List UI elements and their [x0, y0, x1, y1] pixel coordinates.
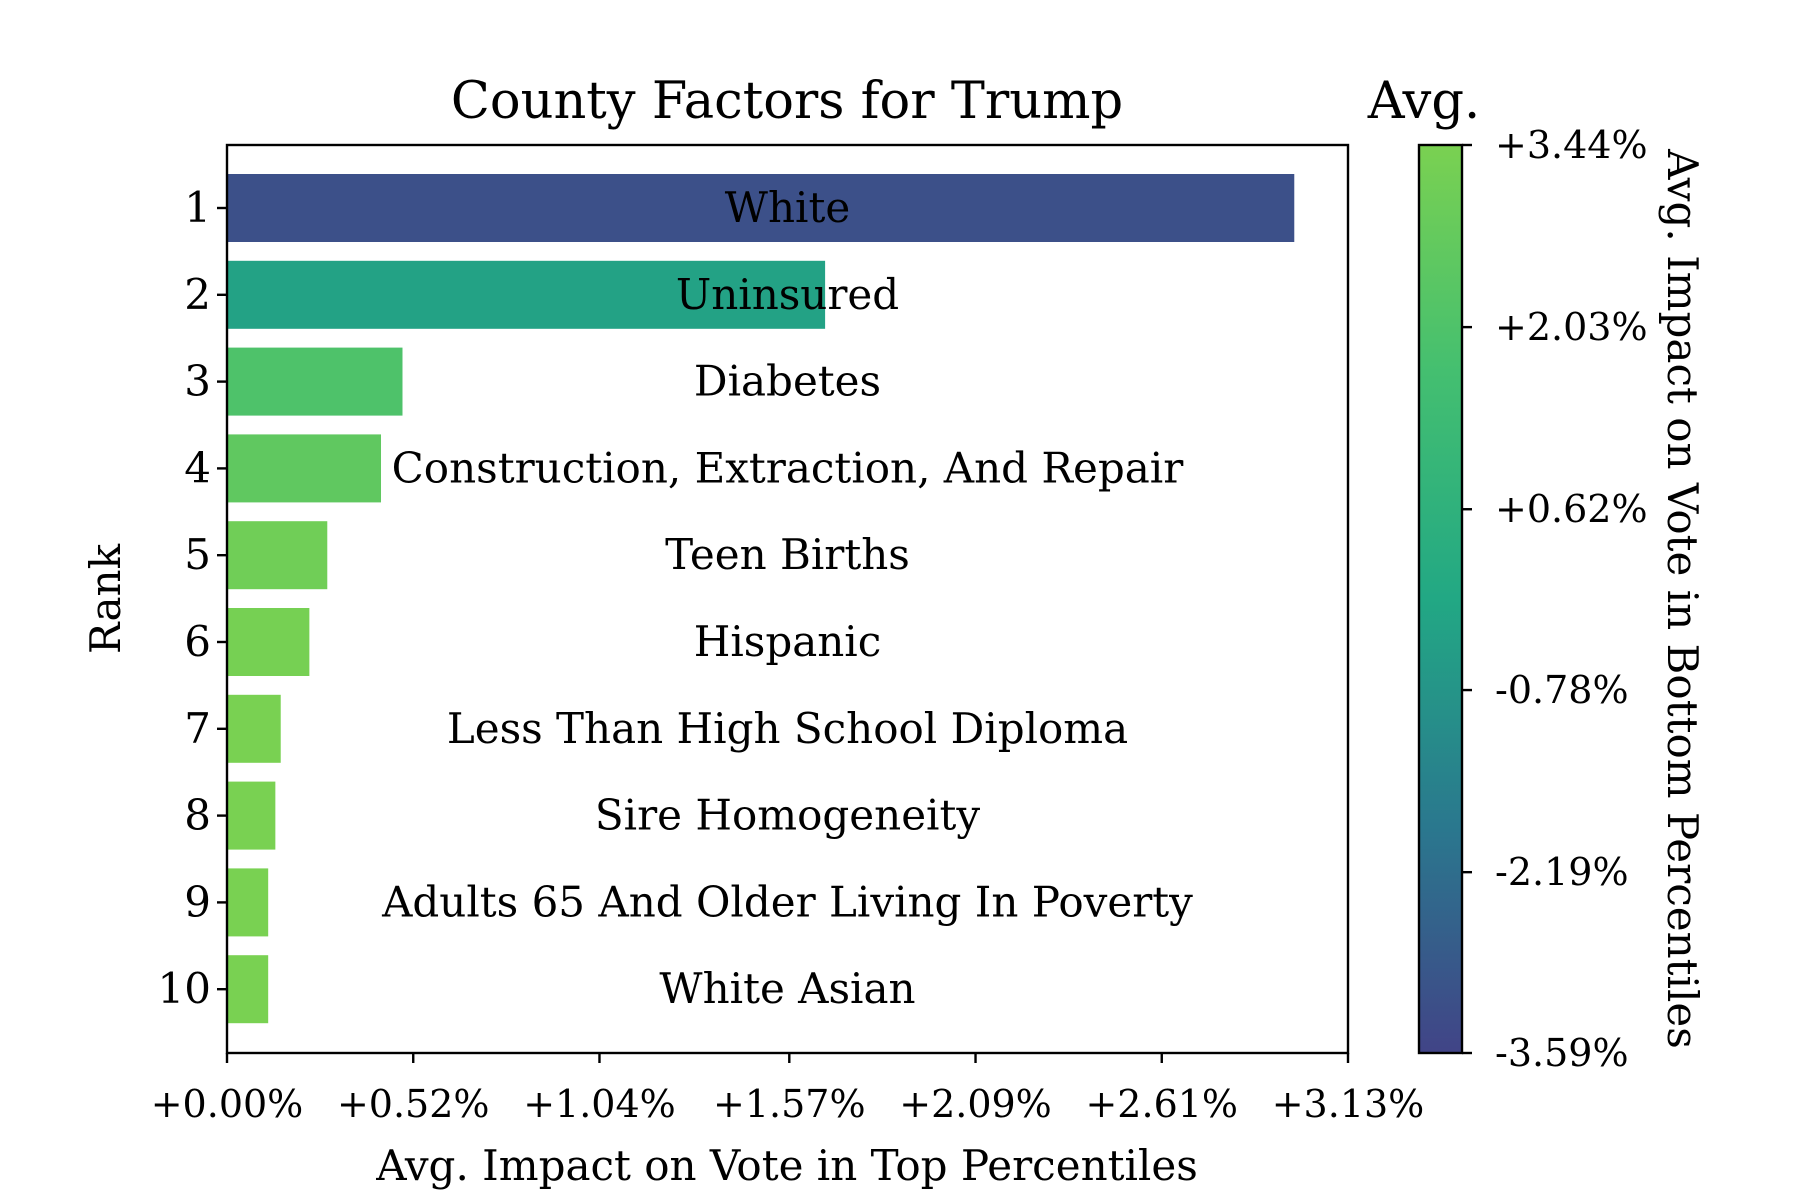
bar-4 [227, 434, 382, 503]
bar-2 [227, 260, 826, 329]
bar-label-4: Construction, Extraction, And Repair [392, 443, 1185, 492]
chart-title: County Factors for Trump [451, 72, 1123, 131]
y-tick-label-2: 2 [184, 270, 211, 319]
x-tick-label-4: +2.09% [899, 1082, 1052, 1126]
bar-5 [227, 521, 328, 590]
bar-label-10: White Asian [659, 964, 915, 1013]
bar-label-7: Less Than High School Diploma [447, 704, 1128, 753]
y-tick-group: 1 2 3 4 5 6 7 8 9 10 [158, 183, 227, 1013]
bar-8 [227, 781, 276, 850]
plot-frame [225, 143, 1350, 1055]
bar-7 [227, 694, 281, 763]
bar-label-9: Adults 65 And Older Living In Poverty [381, 877, 1193, 926]
x-axis-label: Avg. Impact on Vote in Top Percentiles [375, 1141, 1198, 1190]
y-tick-label-4: 4 [184, 443, 211, 492]
bar-label-2: Uninsured [676, 270, 899, 319]
y-tick-label-7: 7 [184, 704, 211, 753]
bar-label-6: Hispanic [694, 617, 882, 666]
bar-group [227, 174, 1295, 1024]
x-tick-label-6: +3.13% [1272, 1082, 1425, 1126]
y-tick-label-9: 9 [184, 877, 211, 926]
bar-6 [227, 608, 310, 676]
y-tick-label-1: 1 [184, 183, 211, 232]
y-tick-label-10: 10 [158, 964, 211, 1013]
bar-1 [227, 174, 1295, 242]
x-tick-label-2: +1.04% [523, 1082, 676, 1126]
y-tick-label-5: 5 [184, 530, 211, 579]
x-tick-label-0: +0.00% [151, 1082, 304, 1126]
colorbar-tick-label-3: -0.78% [1495, 668, 1629, 712]
colorbar-tick-label-5: -3.59% [1495, 1031, 1629, 1075]
bar-label-group: White Uninsured Diabetes Construction, Extr… [381, 183, 1193, 1013]
y-tick-label-3: 3 [184, 357, 211, 406]
x-tick-group: +0.00% +0.52% +1.04% +1.57% +2.09% +2.61% +3.1… [151, 1053, 1425, 1126]
bar-3 [227, 347, 403, 416]
bar-label-1: White [725, 183, 850, 232]
x-tick-label-3: +1.57% [713, 1082, 866, 1126]
bar-9 [227, 868, 269, 937]
colorbar-title: Avg. [1367, 72, 1480, 131]
colorbar-tick-label-2: +0.62% [1495, 487, 1648, 531]
colorbar-tick-label-1: +2.03% [1495, 305, 1648, 349]
colorbar-label: Avg. Impact on Vote in Bottom Percentile… [1658, 148, 1707, 1049]
colorbar-tick-group: +3.44% +2.03% +0.62% -0.78% -2.19% -3.59% [1462, 123, 1648, 1075]
bar-label-8: Sire Homogeneity [595, 791, 980, 840]
x-tick-label-5: +2.61% [1085, 1082, 1238, 1126]
bar-label-3: Diabetes [694, 357, 881, 406]
bar-10 [227, 955, 269, 1024]
bar-label-5: Teen Births [665, 530, 910, 579]
colorbar-tick-label-0: +3.44% [1495, 123, 1648, 167]
x-tick-label-1: +0.52% [337, 1082, 490, 1126]
y-tick-label-8: 8 [184, 791, 211, 840]
y-tick-label-6: 6 [184, 617, 211, 666]
colorbar-tick-label-4: -2.19% [1495, 850, 1629, 894]
colorbar [1417, 143, 1464, 1055]
y-axis-label: Rank [81, 543, 130, 654]
